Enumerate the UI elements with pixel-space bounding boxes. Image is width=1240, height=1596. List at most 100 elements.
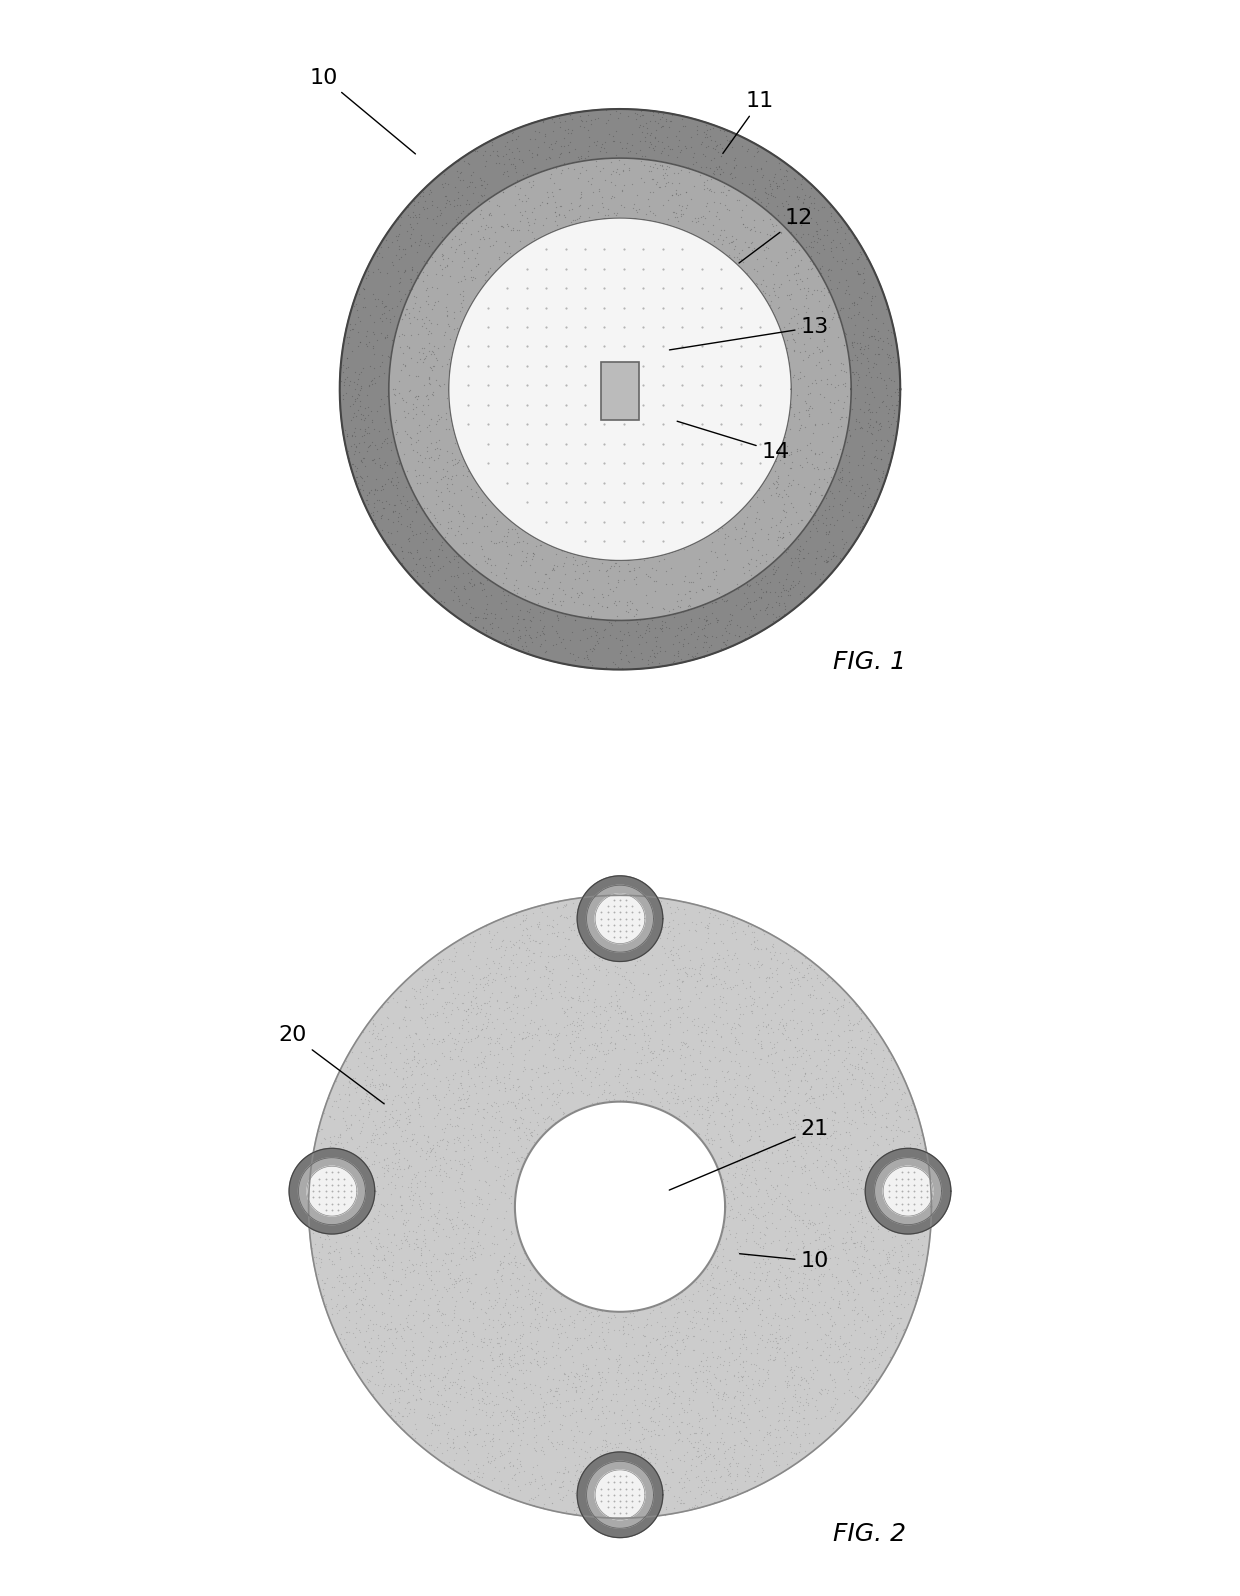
Point	[506, 268, 526, 294]
Point	[476, 945, 496, 970]
Point	[621, 1261, 641, 1286]
Point	[512, 1310, 532, 1336]
Point	[606, 1231, 626, 1256]
Point	[372, 289, 392, 314]
Point	[820, 1306, 839, 1331]
Point	[613, 656, 632, 681]
Point	[822, 969, 842, 994]
Point	[640, 179, 660, 204]
Point	[569, 1451, 589, 1476]
Point	[577, 448, 596, 474]
Point	[714, 1215, 734, 1240]
Point	[719, 1203, 739, 1229]
Point	[728, 302, 748, 327]
Point	[711, 448, 730, 474]
Point	[536, 490, 556, 516]
Point	[711, 1047, 730, 1073]
Point	[351, 1353, 371, 1379]
Point	[763, 964, 782, 990]
Point	[419, 1432, 439, 1457]
Point	[796, 235, 816, 260]
Point	[760, 1106, 780, 1132]
Point	[391, 429, 410, 455]
Point	[699, 177, 719, 203]
Point	[645, 1068, 665, 1093]
Point	[394, 1004, 414, 1029]
Point	[702, 1215, 722, 1240]
Point	[826, 1084, 846, 1109]
Point	[621, 262, 641, 287]
Point	[759, 1385, 779, 1411]
Point	[781, 314, 801, 340]
Point	[782, 466, 802, 492]
Point	[650, 508, 670, 533]
Point	[653, 334, 673, 359]
Point	[497, 523, 517, 549]
Point	[591, 1476, 611, 1502]
Point	[419, 1144, 439, 1170]
Point	[432, 257, 451, 282]
Point	[701, 1267, 720, 1293]
Point	[753, 354, 773, 380]
Point	[490, 254, 510, 279]
Point	[547, 924, 567, 950]
Point	[547, 1387, 567, 1412]
Point	[544, 1036, 564, 1061]
Point	[717, 1010, 737, 1036]
Circle shape	[309, 895, 931, 1518]
Point	[639, 431, 658, 456]
Point	[454, 1229, 474, 1254]
Point	[827, 1400, 847, 1425]
Point	[707, 281, 727, 306]
Point	[625, 535, 645, 560]
Point	[650, 200, 670, 225]
Point	[512, 495, 532, 520]
Point	[432, 477, 451, 503]
Point	[492, 458, 512, 484]
Point	[604, 367, 624, 393]
Point	[697, 1369, 717, 1395]
Point	[596, 1503, 616, 1529]
Point	[699, 319, 719, 345]
Point	[570, 160, 590, 185]
Point	[334, 1135, 353, 1160]
Point	[402, 322, 422, 348]
Point	[671, 137, 691, 163]
Point	[701, 504, 720, 530]
Point	[822, 428, 842, 453]
Point	[653, 393, 673, 418]
Point	[332, 1141, 352, 1167]
Point	[765, 282, 785, 308]
Point	[620, 163, 640, 188]
Point	[548, 1479, 568, 1505]
Point	[405, 498, 425, 523]
Point	[815, 282, 835, 308]
Point	[719, 346, 739, 372]
Point	[672, 469, 692, 495]
Point	[791, 437, 811, 463]
Point	[498, 956, 518, 982]
Point	[753, 528, 773, 554]
Point	[598, 1183, 618, 1208]
Point	[512, 1342, 532, 1368]
Point	[446, 1288, 466, 1314]
Point	[574, 184, 594, 209]
Point	[574, 373, 594, 399]
Point	[671, 1058, 691, 1084]
Point	[677, 314, 697, 340]
Point	[554, 1100, 574, 1125]
Point	[575, 1357, 595, 1382]
Point	[591, 187, 611, 212]
Point	[373, 300, 393, 326]
Point	[636, 128, 656, 153]
Point	[543, 243, 563, 268]
Point	[707, 940, 727, 966]
Point	[384, 346, 404, 372]
Point	[512, 247, 532, 273]
Point	[552, 565, 572, 591]
Point	[703, 115, 723, 140]
Point	[714, 480, 734, 506]
Point	[492, 306, 512, 332]
Point	[579, 292, 599, 318]
Point	[559, 262, 579, 287]
